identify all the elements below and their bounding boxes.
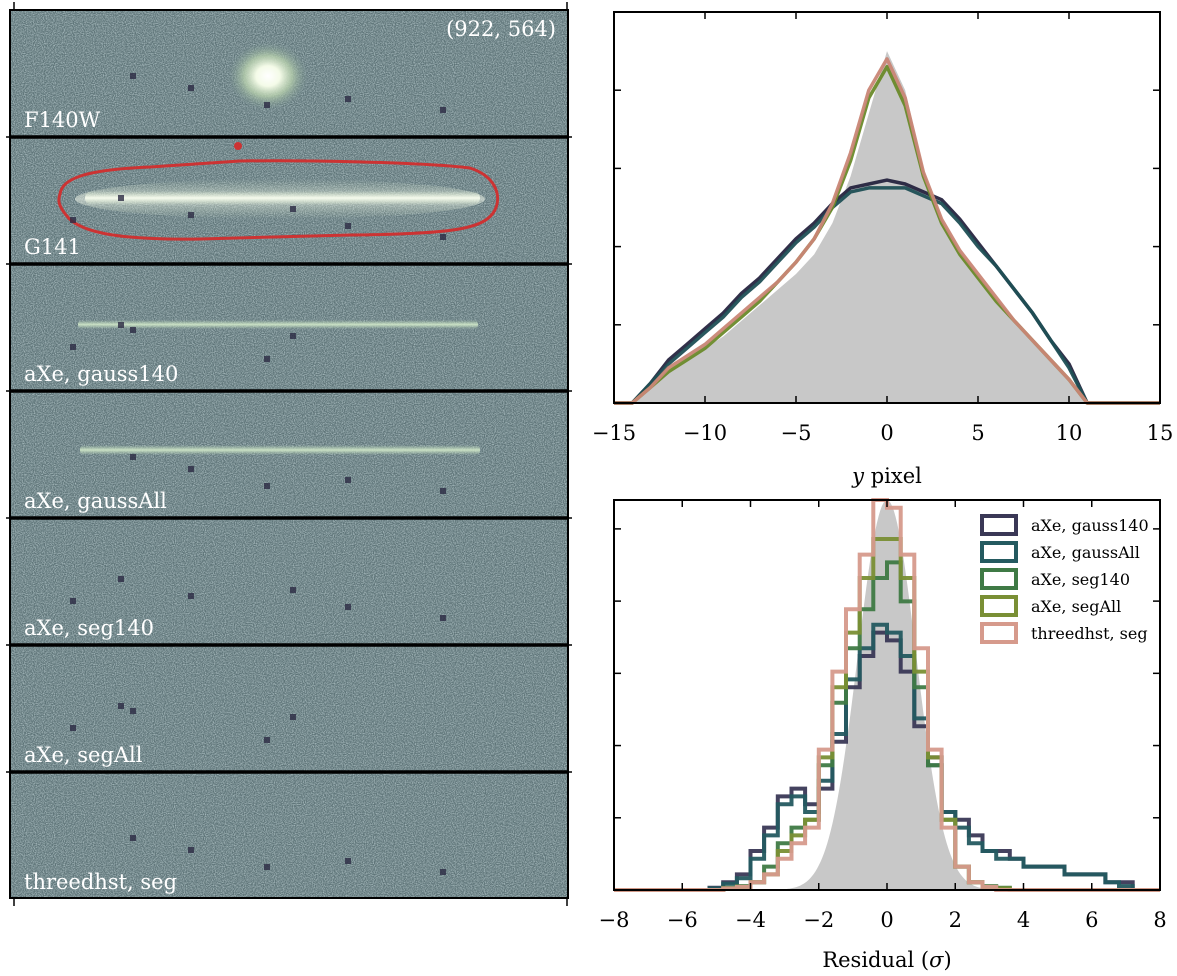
dark-pixel	[118, 322, 124, 328]
profile-x-tick-label: 10	[1056, 421, 1083, 445]
legend-label: threedhst, seg	[1031, 624, 1148, 643]
profile-x-tick-label: −15	[592, 421, 636, 445]
dark-pixel	[290, 587, 296, 593]
histogram-chart: −8 −6 −4 −2 0 2 4 6 8 Residual (σ) aXe, gauss140…	[599, 500, 1167, 972]
histogram-x-tick-label: 8	[1153, 908, 1166, 932]
histogram-legend: aXe, gauss140 aXe, gaussAll aXe, seg140 aXe…	[982, 516, 1149, 643]
dark-pixel	[345, 477, 351, 483]
profile-xlabel: y pixel	[851, 464, 922, 488]
gaussall-residual-streak	[80, 445, 480, 455]
profile-x-tick-label: −10	[683, 421, 727, 445]
dark-pixel	[188, 466, 194, 472]
profile-x-tick-label: 15	[1147, 421, 1174, 445]
g141-spectrum	[85, 191, 480, 205]
dark-pixel	[345, 604, 351, 610]
dark-pixel	[440, 234, 446, 240]
histogram-x-tick-label: −6	[667, 908, 698, 932]
dark-pixel	[70, 217, 76, 223]
dark-pixel	[70, 725, 76, 731]
dark-pixel	[290, 206, 296, 212]
f140w-source	[228, 42, 308, 110]
histogram-x-tick-label: −2	[803, 908, 834, 932]
strip-label: aXe, gauss140	[24, 362, 178, 386]
strip-label: threedhst, seg	[24, 870, 177, 894]
dark-pixel	[188, 212, 194, 218]
dark-pixel	[118, 195, 124, 201]
dark-pixel	[70, 598, 76, 604]
histogram-xlabel-end: )	[943, 948, 951, 972]
dark-pixel	[264, 483, 270, 489]
dark-pixel	[130, 708, 136, 714]
histogram-x-tick-label: −4	[735, 908, 766, 932]
profile-x-tick-label: −5	[781, 421, 812, 445]
histogram-xlabel-text: Residual (	[822, 948, 929, 972]
histogram-x-tick-label: 2	[949, 908, 962, 932]
legend-label: aXe, gauss140	[1031, 516, 1149, 535]
strip-label: G141	[24, 235, 81, 259]
histogram-x-tick-label: 6	[1085, 908, 1098, 932]
dark-pixel	[264, 356, 270, 362]
dark-pixel	[130, 454, 136, 460]
dark-pixel	[188, 847, 194, 853]
legend-label: aXe, segAll	[1031, 597, 1121, 616]
dark-pixel	[130, 73, 136, 79]
strip-label: aXe, gaussAll	[24, 489, 167, 513]
profile-x-tick-label: 5	[971, 421, 984, 445]
legend-swatch	[982, 516, 1016, 534]
histogram-x-tick-label: 4	[1017, 908, 1030, 932]
dark-pixel	[440, 869, 446, 875]
histogram-xlabel-sigma: σ	[929, 948, 944, 972]
gauss140-residual-streak	[78, 320, 478, 329]
strip-label: F140W	[24, 108, 101, 132]
legend-swatch	[982, 543, 1016, 561]
legend-swatch	[982, 597, 1016, 615]
profile-x-tick-label: 0	[880, 421, 893, 445]
dark-pixel	[440, 107, 446, 113]
dark-pixel	[188, 593, 194, 599]
strip-label: aXe, seg140	[24, 616, 154, 640]
legend-label: aXe, gaussAll	[1031, 543, 1140, 562]
histogram-xlabel: Residual (σ)	[822, 948, 951, 972]
dark-pixel	[440, 488, 446, 494]
dark-pixel	[440, 615, 446, 621]
profile-xlabel-rest: pixel	[864, 464, 922, 488]
contour-dot	[234, 142, 242, 150]
dark-pixel	[290, 333, 296, 339]
dark-pixel	[188, 85, 194, 91]
dark-pixel	[264, 864, 270, 870]
dark-pixel	[264, 737, 270, 743]
dark-pixel	[130, 327, 136, 333]
profile-chart: −15 −10 −5 0 5 10 15 y pixel	[592, 12, 1174, 488]
dark-pixel	[345, 223, 351, 229]
coordinate-label: (922, 564)	[446, 17, 556, 41]
dark-pixel	[118, 703, 124, 709]
legend-swatch	[982, 570, 1016, 588]
histogram-x-tick-label: 0	[880, 908, 893, 932]
dark-pixel	[264, 102, 270, 108]
legend-label: aXe, seg140	[1031, 570, 1130, 589]
strip-label: aXe, segAll	[24, 743, 143, 767]
dark-pixel	[130, 835, 136, 841]
histogram-x-tick-label: −8	[599, 908, 630, 932]
dark-pixel	[345, 96, 351, 102]
dark-pixel	[345, 858, 351, 864]
dark-pixel	[290, 714, 296, 720]
dark-pixel	[118, 576, 124, 582]
legend-swatch	[982, 624, 1016, 642]
dark-pixel	[70, 344, 76, 350]
